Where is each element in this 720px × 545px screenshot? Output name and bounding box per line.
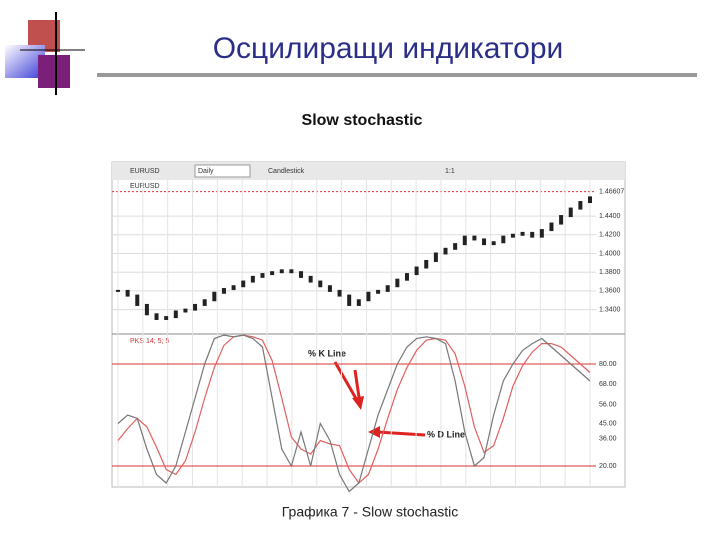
candle [366,291,371,302]
candle [337,289,342,297]
annotation: % K Line [308,348,346,358]
candle [433,252,438,262]
candle [164,316,169,320]
toolbar-zoom: 1:1 [445,168,455,175]
candle [125,289,130,297]
symbol-label: EURUSD [130,183,160,190]
candle [356,299,361,306]
last-price-label: 1.46607 [599,189,624,196]
candle [318,280,323,288]
arrow [333,361,360,403]
arrow-head [368,426,380,438]
toolbar-symbol: EURUSD [130,168,160,175]
osc-tick-label: 20.00 [599,463,617,470]
osc-tick-label: 56.00 [599,402,617,409]
osc-tick-label: 68.00 [599,381,617,388]
subtitle: Slow stochastic [302,112,423,129]
candle [231,285,236,291]
k-line [117,334,591,493]
candle [453,243,458,250]
candle [588,196,592,204]
period-select[interactable] [194,164,251,178]
toolbar-period: Daily [198,168,214,175]
candle [520,231,525,236]
price-tick-label: 1.4400 [599,213,621,220]
candle [347,294,352,306]
candle [462,235,467,246]
candle [116,289,120,292]
candle [221,288,226,294]
candle [549,222,554,232]
title: Осцилиращи индикатори [213,32,564,65]
price-tick-label: 1.4200 [599,232,621,239]
candle [270,271,275,276]
candle [578,201,583,210]
candle [539,229,544,238]
candle [568,207,573,218]
candle [510,233,515,238]
price-tick-label: 1.4000 [599,250,621,257]
candle [250,275,255,283]
osc-tick-label: 36.00 [599,436,617,443]
candle [482,238,487,246]
arrow [377,430,426,437]
osc-tick-label: 45.00 [599,420,617,427]
d-line [117,334,591,484]
screenshot: EURUSD Daily Candlestick 1:1 EURUSD PKS … [111,161,626,493]
annotation: % D Line [427,429,465,439]
arrow-head [352,396,364,410]
toolbar [112,162,625,180]
candle [443,247,448,255]
candle [559,215,564,225]
candle [154,313,159,320]
candle [135,294,140,306]
indicator-label: PKS 14; 5; 5 [130,338,169,345]
candle [144,303,149,316]
candle [501,235,506,244]
candle [241,280,246,288]
candle [299,271,304,278]
candle [327,285,332,292]
candle [530,231,535,238]
candle [308,275,313,283]
price-tick-label: 1.3400 [599,306,621,313]
toolbar-style: Candlestick [268,168,305,175]
candle [385,285,390,292]
deco-square [38,55,70,88]
candle [183,308,188,313]
candle [395,278,400,288]
candle [279,269,284,274]
osc-tick-label: 80.00 [599,361,617,368]
candle [260,273,265,278]
candle [472,235,477,241]
candle [173,310,178,319]
candle [289,269,294,274]
candle [404,273,409,281]
candle [491,241,496,246]
candle [212,291,217,302]
caption: Графика 7 - Slow stochastic [282,504,459,520]
candle [376,289,381,294]
candle [202,299,207,306]
candle [193,303,198,311]
price-tick-label: 1.3600 [599,288,621,295]
candle [414,266,419,276]
candle [424,259,429,269]
frame [111,161,626,488]
price-tick-label: 1.3800 [599,269,621,276]
